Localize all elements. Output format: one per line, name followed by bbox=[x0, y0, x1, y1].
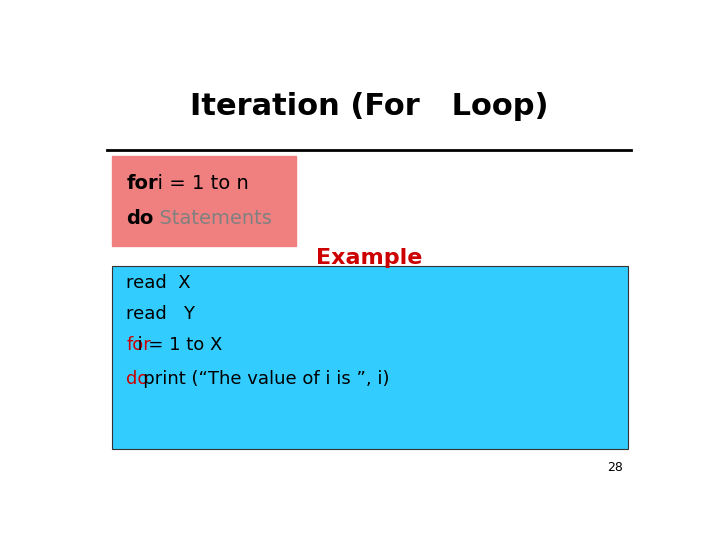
Text: do: do bbox=[126, 209, 153, 228]
Text: i = 1 to X: i = 1 to X bbox=[126, 336, 222, 354]
Bar bbox=[112, 156, 297, 246]
Text: Statements: Statements bbox=[147, 209, 271, 228]
Text: Iteration (For   Loop): Iteration (For Loop) bbox=[190, 92, 548, 121]
Text: read  X: read X bbox=[126, 274, 191, 292]
Text: read   Y: read Y bbox=[126, 305, 195, 323]
Text: 28: 28 bbox=[607, 461, 623, 474]
Text: for: for bbox=[126, 336, 151, 354]
Text: print (“The value of i is ”, i): print (“The value of i is ”, i) bbox=[126, 370, 390, 388]
Text: do: do bbox=[126, 370, 148, 388]
Text: i = 1 to n: i = 1 to n bbox=[145, 174, 248, 193]
Text: for: for bbox=[126, 174, 158, 193]
Bar bbox=[112, 266, 628, 449]
Text: Example: Example bbox=[316, 248, 422, 268]
